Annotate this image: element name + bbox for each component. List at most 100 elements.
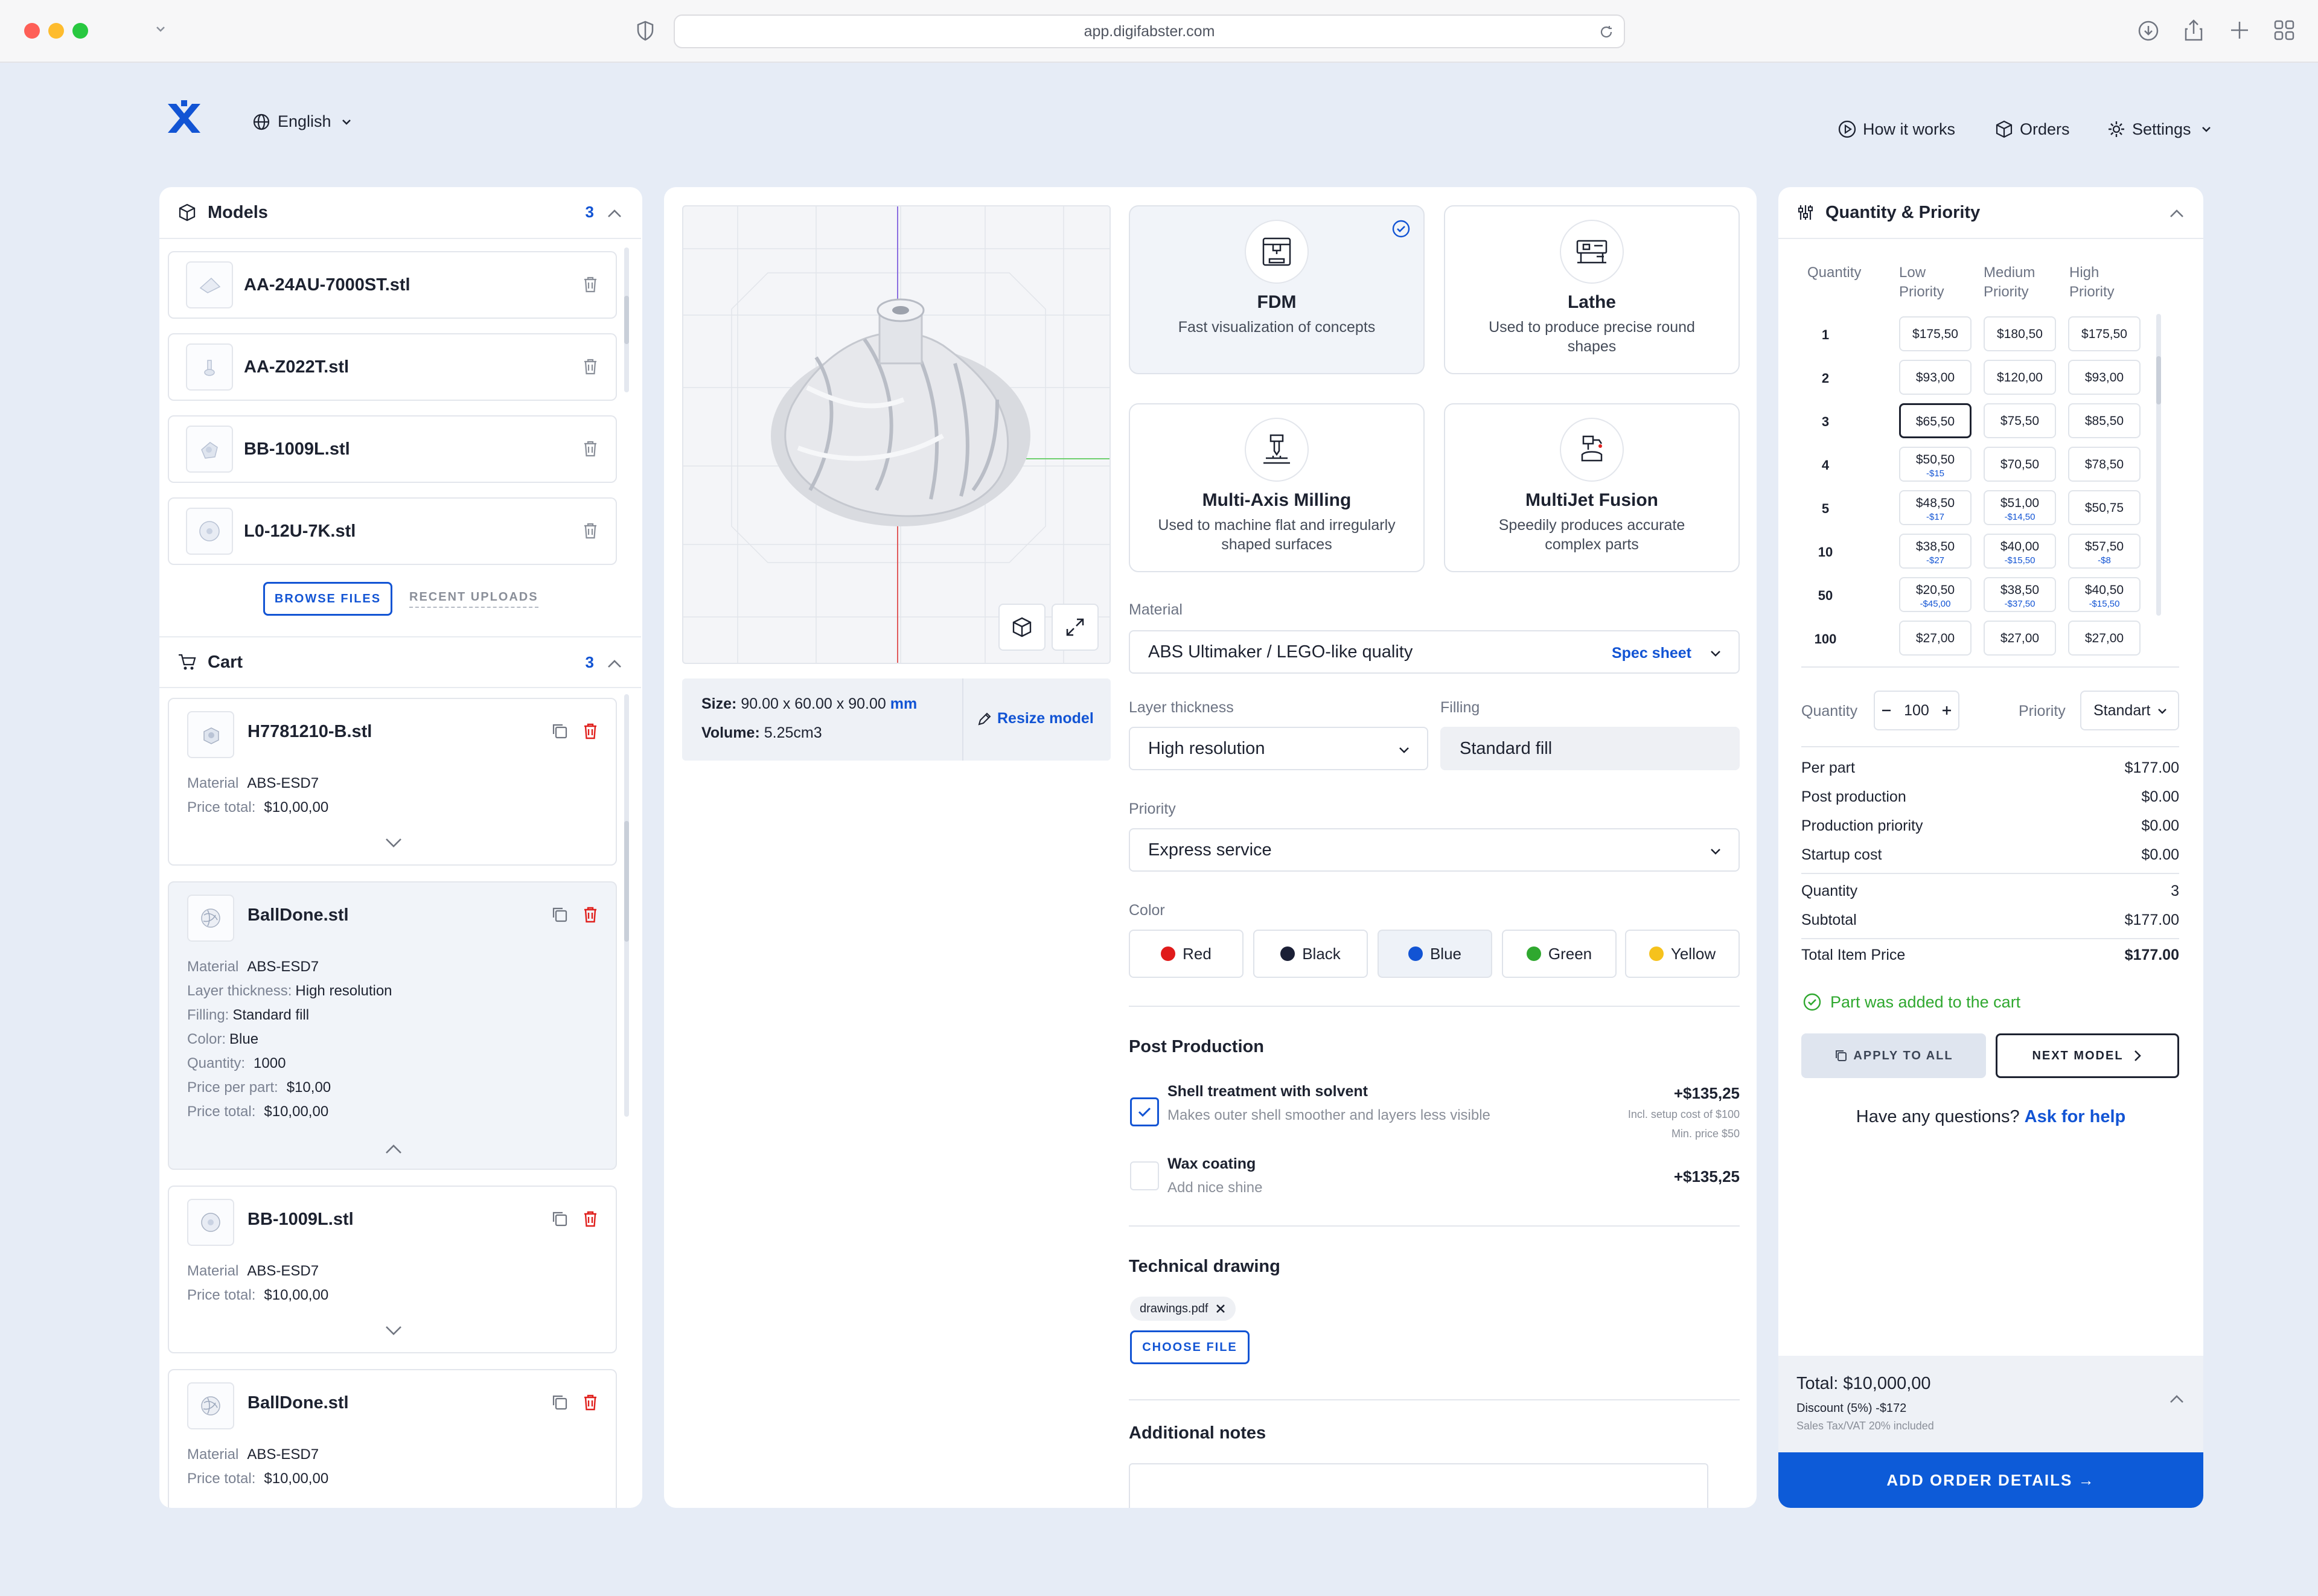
price-cell-low[interactable]: $48,50 -$17	[1899, 490, 1972, 525]
cart-header[interactable]: Cart 3	[159, 636, 641, 688]
shell-treatment-checkbox[interactable]	[1130, 1097, 1159, 1126]
model-item[interactable]: AA-24AU-7000ST.stl	[168, 251, 617, 319]
price-cell-high[interactable]: $78,50	[2068, 447, 2141, 482]
chevron-up-icon[interactable]	[383, 1140, 404, 1158]
order-total-summary[interactable]: Total: $10,000,00 Discount (5%) -$172 Sa…	[1778, 1356, 2203, 1452]
price-cell-high[interactable]: $175,50	[2068, 316, 2141, 351]
price-cell-med[interactable]: $27,00	[1984, 621, 2056, 656]
tech-card-multijet[interactable]: MultiJet Fusion Speedily produces accura…	[1444, 403, 1740, 572]
material-select[interactable]: ABS Ultimaker / LEGO-like quality Spec s…	[1129, 630, 1740, 674]
close-window-button[interactable]	[24, 23, 40, 39]
price-cell-low[interactable]: $27,00	[1899, 621, 1972, 656]
priority-dropdown[interactable]: Standart	[2080, 691, 2179, 730]
tech-card-milling[interactable]: Multi-Axis Milling Used to machine flat …	[1129, 403, 1425, 572]
price-cell-med[interactable]: $120,00	[1984, 360, 2056, 395]
fullscreen-button[interactable]	[1052, 604, 1099, 651]
price-table-scrollbar[interactable]	[2156, 314, 2161, 616]
model-item[interactable]: BB-1009L.stl	[168, 415, 617, 483]
cart-item-expanded[interactable]: BallDone.stl Material ABS-ESD7 Layer thic…	[168, 881, 617, 1170]
delete-icon[interactable]	[582, 722, 599, 740]
duplicate-icon[interactable]	[551, 905, 569, 924]
duplicate-icon[interactable]	[551, 1210, 569, 1228]
layer-thickness-select[interactable]: High resolution	[1129, 727, 1428, 770]
tab-overview-icon[interactable]	[2273, 19, 2295, 41]
spec-sheet-link[interactable]: Spec sheet	[1611, 645, 1691, 662]
price-cell-med[interactable]: $180,50	[1984, 316, 2056, 351]
chevron-down-icon[interactable]	[153, 22, 168, 36]
plus-icon[interactable]	[1941, 704, 1953, 717]
priority-select[interactable]: Express service	[1129, 828, 1740, 872]
browse-files-button[interactable]: BROWSE FILES	[263, 582, 392, 616]
chevron-up-icon[interactable]	[605, 204, 624, 223]
delete-icon[interactable]	[582, 1210, 599, 1228]
model-viewer[interactable]	[682, 205, 1111, 664]
next-model-button[interactable]: NEXT MODEL	[1996, 1033, 2179, 1078]
nav-orders[interactable]: Orders	[1994, 120, 2070, 139]
price-cell-low[interactable]: $93,00	[1899, 360, 1972, 395]
model-item[interactable]: AA-Z022T.stl	[168, 333, 617, 401]
minus-icon[interactable]	[1880, 704, 1892, 717]
apply-to-all-button[interactable]: APPLY TO ALL	[1801, 1033, 1986, 1078]
price-cell-high[interactable]: $40,50 -$15,50	[2068, 577, 2141, 612]
duplicate-icon[interactable]	[551, 722, 569, 740]
delete-icon[interactable]	[582, 905, 599, 924]
delete-icon[interactable]	[582, 1393, 599, 1411]
price-cell-med[interactable]: $40,00 -$15,50	[1984, 534, 2056, 569]
cart-item[interactable]: H7781210-B.stl Material ABS-ESD7 Price to…	[168, 698, 617, 866]
recent-uploads-link[interactable]: RECENT UPLOADS	[409, 590, 538, 608]
color-option-black[interactable]: Black	[1253, 930, 1368, 978]
cart-scrollbar[interactable]	[624, 694, 629, 1117]
nav-settings[interactable]: Settings	[2107, 120, 2213, 139]
tech-card-lathe[interactable]: Lathe Used to produce precise round shap…	[1444, 205, 1740, 374]
new-tab-icon[interactable]	[2229, 19, 2250, 41]
chevron-down-icon[interactable]	[383, 1321, 404, 1339]
duplicate-icon[interactable]	[551, 1393, 569, 1411]
trash-icon[interactable]	[582, 275, 599, 293]
share-icon[interactable]	[2183, 18, 2205, 42]
nav-how-it-works[interactable]: How it works	[1837, 120, 1955, 139]
reload-icon[interactable]	[1598, 24, 1614, 40]
color-option-red[interactable]: Red	[1129, 930, 1244, 978]
choose-file-button[interactable]: CHOOSE FILE	[1130, 1330, 1250, 1364]
color-option-blue[interactable]: Blue	[1378, 930, 1492, 978]
chevron-down-icon[interactable]	[383, 833, 404, 851]
price-cell-high[interactable]: $27,00	[2068, 621, 2141, 656]
price-cell-low[interactable]: $50,50 -$15	[1899, 447, 1972, 482]
filling-field[interactable]: Standard fill	[1440, 727, 1740, 770]
price-cell-high[interactable]: $57,50 -$8	[2068, 534, 2141, 569]
close-icon[interactable]	[1215, 1303, 1226, 1314]
price-cell-high[interactable]: $50,75	[2068, 490, 2141, 525]
quantity-value[interactable]: 100	[1904, 701, 1929, 719]
price-cell-med[interactable]: $38,50 -$37,50	[1984, 577, 2056, 612]
price-cell-med[interactable]: $51,00 -$14,50	[1984, 490, 2056, 525]
model-item[interactable]: L0-12U-7K.stl	[168, 497, 617, 565]
minimize-window-button[interactable]	[48, 23, 64, 39]
ask-for-help-link[interactable]: Ask for help	[2024, 1107, 2126, 1126]
price-cell-high[interactable]: $93,00	[2068, 360, 2141, 395]
additional-notes-textarea[interactable]	[1129, 1463, 1708, 1508]
price-cell-high[interactable]: $85,50	[2068, 403, 2141, 438]
wax-coating-checkbox[interactable]	[1130, 1161, 1159, 1190]
trash-icon[interactable]	[582, 439, 599, 458]
price-cell-med[interactable]: $75,50	[1984, 403, 2056, 438]
cart-item[interactable]: BallDone.stl Material ABS-ESD7 Price tota…	[168, 1369, 617, 1508]
file-chip[interactable]: drawings.pdf	[1130, 1297, 1236, 1321]
view-3d-button[interactable]	[998, 604, 1046, 651]
add-order-details-button[interactable]: ADD ORDER DETAILS →	[1778, 1452, 2203, 1508]
cart-item[interactable]: BB-1009L.stl Material ABS-ESD7 Price tota…	[168, 1186, 617, 1353]
trash-icon[interactable]	[582, 522, 599, 540]
language-selector[interactable]: English	[252, 112, 353, 131]
price-cell-low[interactable]: $65,50	[1899, 403, 1972, 438]
chevron-up-icon[interactable]	[2167, 1390, 2186, 1409]
brand-logo[interactable]	[163, 99, 205, 138]
address-bar[interactable]: app.digifabster.com	[674, 14, 1625, 48]
quantity-stepper[interactable]: 100	[1874, 691, 1959, 730]
color-option-yellow[interactable]: Yellow	[1625, 930, 1740, 978]
color-option-green[interactable]: Green	[1502, 930, 1617, 978]
price-cell-med[interactable]: $70,50	[1984, 447, 2056, 482]
maximize-window-button[interactable]	[72, 23, 88, 39]
models-header[interactable]: Models 3	[159, 187, 641, 239]
tech-card-fdm[interactable]: FDM Fast visualization of concepts	[1129, 205, 1425, 374]
quantity-priority-header[interactable]: Quantity & Priority	[1778, 187, 2203, 239]
chevron-up-icon[interactable]	[2167, 204, 2186, 223]
